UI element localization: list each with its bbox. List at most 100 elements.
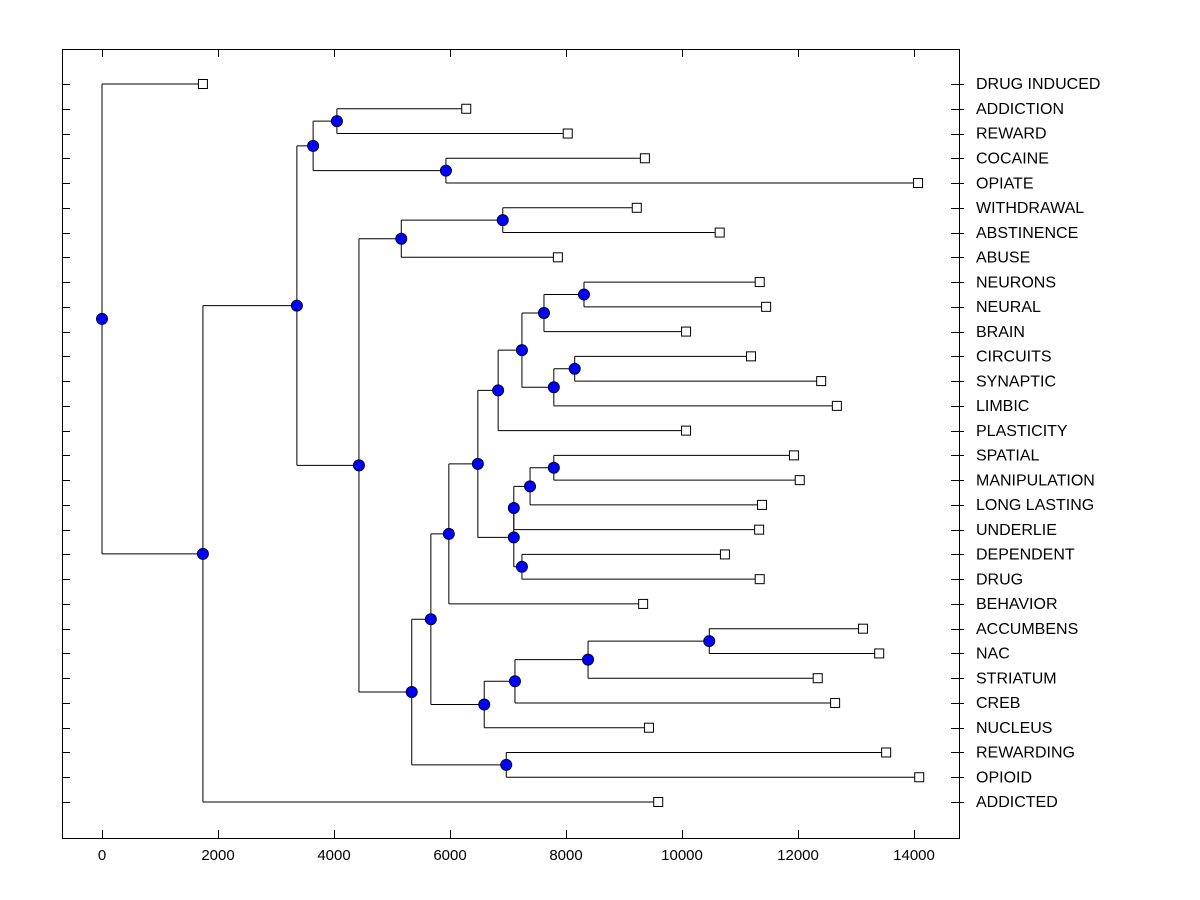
leaf-marker bbox=[874, 648, 885, 659]
leaf-marker bbox=[461, 103, 472, 114]
leaf-marker bbox=[197, 79, 208, 89]
cluster-node-marker bbox=[537, 307, 550, 320]
leaf-marker bbox=[913, 178, 924, 189]
leaf-marker bbox=[639, 153, 650, 164]
leaf-marker bbox=[638, 598, 649, 609]
cluster-node-marker bbox=[424, 613, 437, 626]
x-tick-label: 6000 bbox=[433, 847, 466, 864]
leaf-label: SYNAPTIC bbox=[976, 373, 1056, 390]
leaf-marker bbox=[816, 376, 827, 387]
leaf-marker bbox=[788, 450, 799, 461]
leaf-label: MANIPULATION bbox=[976, 472, 1095, 489]
cluster-node-marker bbox=[471, 457, 484, 470]
branches bbox=[101, 83, 920, 803]
leaf-marker bbox=[857, 623, 868, 634]
cluster-node-marker bbox=[515, 344, 528, 357]
leaf-label: NEURAL bbox=[976, 299, 1041, 316]
leaf-label: NAC bbox=[976, 646, 1010, 663]
leaf-label: COCAINE bbox=[976, 150, 1049, 167]
cluster-node-marker bbox=[492, 384, 505, 397]
leaf-label: ABSTINENCE bbox=[976, 225, 1078, 242]
cluster-node-marker bbox=[524, 480, 537, 493]
leaf-marker bbox=[757, 499, 768, 510]
leaf-label: NEURONS bbox=[976, 274, 1056, 291]
cluster-node-marker bbox=[395, 232, 408, 245]
leaf-labels: DRUG INDUCED ADDICTION REWARD COCAINE OPIATE… bbox=[976, 76, 1100, 811]
leaf-marker bbox=[914, 772, 925, 783]
leaf-label: REWARDING bbox=[976, 745, 1075, 762]
x-tick-label: 12000 bbox=[777, 847, 819, 864]
leaf-label: REWARD bbox=[976, 126, 1047, 143]
leaf-label: LIMBIC bbox=[976, 398, 1029, 415]
leaf-label: STRIATUM bbox=[976, 670, 1057, 687]
leaf-markers bbox=[197, 79, 925, 807]
cluster-node-marker bbox=[196, 547, 209, 560]
x-tick-label: 14000 bbox=[893, 847, 935, 864]
leaf-marker bbox=[746, 351, 757, 362]
x-tick-label: 8000 bbox=[549, 847, 582, 864]
leaf-marker bbox=[761, 301, 772, 312]
leaf-label: WITHDRAWAL bbox=[976, 200, 1084, 217]
leaf-marker bbox=[794, 475, 805, 486]
x-tick-label: 2000 bbox=[201, 847, 234, 864]
cluster-node-marker bbox=[507, 501, 520, 514]
node-markers bbox=[96, 115, 716, 771]
cluster-node-marker bbox=[703, 635, 716, 648]
leaf-marker bbox=[552, 252, 563, 263]
leaf-label: DRUG bbox=[976, 571, 1023, 588]
leaf-label: PLASTICITY bbox=[976, 423, 1068, 440]
leaf-marker bbox=[754, 524, 765, 535]
leaf-label: LONG LASTING bbox=[976, 497, 1094, 514]
x-tick-label: 4000 bbox=[317, 847, 350, 864]
leaf-marker bbox=[719, 549, 730, 560]
leaf-label: ADDICTION bbox=[976, 101, 1064, 118]
leaf-label: SPATIAL bbox=[976, 448, 1040, 465]
cluster-node-marker bbox=[547, 461, 560, 474]
cluster-node-marker bbox=[478, 698, 491, 711]
cluster-node-marker bbox=[496, 214, 509, 227]
leaf-label: OPIOID bbox=[976, 769, 1032, 786]
leaf-label: BEHAVIOR bbox=[976, 596, 1058, 613]
cluster-node-marker bbox=[500, 758, 513, 771]
leaf-label: NUCLEUS bbox=[976, 720, 1052, 737]
cluster-node-marker bbox=[508, 675, 521, 688]
leaf-marker bbox=[754, 574, 765, 585]
leaf-marker bbox=[831, 400, 842, 411]
cluster-node-marker bbox=[577, 288, 590, 301]
leaf-marker bbox=[754, 277, 765, 288]
leaf-label: DEPENDENT bbox=[976, 547, 1075, 564]
cluster-node-marker bbox=[568, 362, 581, 375]
leaf-marker bbox=[631, 202, 642, 213]
leaf-label: DRUG INDUCED bbox=[976, 76, 1100, 93]
leaf-label: ABUSE bbox=[976, 250, 1030, 267]
x-tick-label: 0 bbox=[98, 847, 106, 864]
leaf-label: UNDERLIE bbox=[976, 522, 1057, 539]
cluster-node-marker bbox=[547, 381, 560, 394]
cluster-node-marker bbox=[307, 139, 320, 152]
leaf-label: CREB bbox=[976, 695, 1020, 712]
cluster-node-marker bbox=[582, 653, 595, 666]
leaf-label: ADDICTED bbox=[976, 794, 1058, 811]
leaf-label: OPIATE bbox=[976, 175, 1034, 192]
cluster-node-marker bbox=[290, 299, 303, 312]
leaf-marker bbox=[881, 747, 892, 758]
leaf-marker bbox=[830, 697, 841, 708]
cluster-node-marker bbox=[439, 164, 452, 177]
cluster-node-marker bbox=[96, 312, 108, 325]
cluster-node-marker bbox=[442, 527, 455, 540]
cluster-node-marker bbox=[352, 459, 365, 472]
x-axis-tick-labels: 0 2000 4000 6000 8000 10000 12000 14000 bbox=[98, 847, 935, 864]
leaf-marker bbox=[714, 227, 725, 238]
leaf-marker bbox=[653, 797, 664, 807]
leaf-marker bbox=[562, 128, 573, 139]
cluster-node-marker bbox=[507, 531, 520, 544]
y-axis-ticks bbox=[62, 84, 964, 803]
leaf-marker bbox=[812, 673, 823, 684]
leaf-label: BRAIN bbox=[976, 324, 1025, 341]
leaf-label: ACCUMBENS bbox=[976, 621, 1078, 638]
leaf-label: CIRCUITS bbox=[976, 349, 1052, 366]
x-tick-label: 10000 bbox=[661, 847, 703, 864]
cluster-node-marker bbox=[405, 686, 418, 699]
leaf-marker bbox=[643, 722, 654, 733]
